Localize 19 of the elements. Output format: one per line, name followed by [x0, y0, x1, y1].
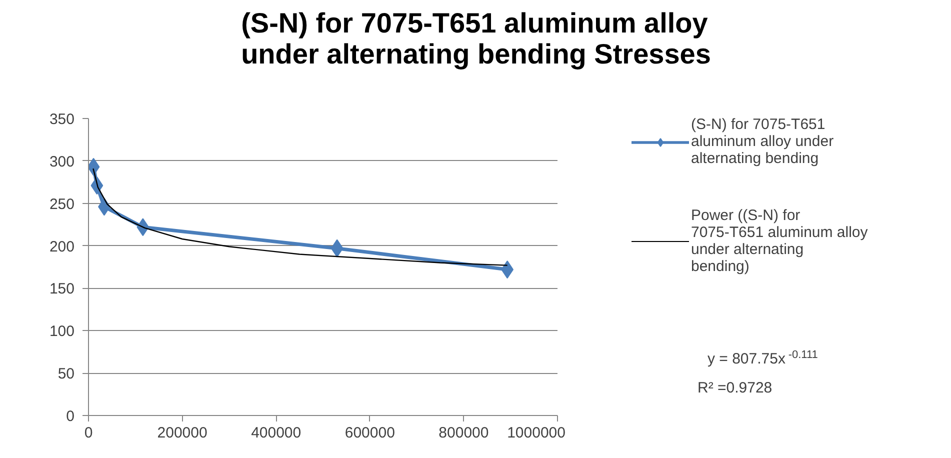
legend-label: (S-N) for 7075-T651 aluminum alloy under alternating bending — [691, 117, 834, 167]
text: R² =0.9728 — [698, 380, 772, 397]
x-tick-label: 400000 — [251, 424, 302, 442]
x-tick-label: 1000000 — [507, 424, 566, 442]
y-tick-label: 350 — [49, 111, 75, 128]
x-tick-label: 800000 — [438, 424, 489, 442]
y-tick-label: 300 — [49, 153, 75, 170]
y-tick-label: 150 — [49, 280, 75, 298]
y-tick-label: 50 — [58, 366, 75, 383]
chart-title: (S-N) for 7075-T651 aluminum alloy under alternating bending Stresses — [241, 8, 711, 70]
y-tick-label: 0 — [66, 408, 74, 425]
point — [330, 239, 344, 258]
x-tick-label: 0 — [84, 424, 93, 442]
x-tick-label: 600000 — [344, 424, 395, 442]
x-tick-label: 200000 — [157, 424, 208, 442]
y-tick-label: 250 — [49, 196, 75, 213]
y-tick-label: 200 — [49, 238, 75, 256]
y-tick-label: 100 — [49, 323, 75, 340]
legend-label: Power ((S-N) for 7075-T651 aluminum alloy under alternating bending) — [691, 207, 868, 275]
